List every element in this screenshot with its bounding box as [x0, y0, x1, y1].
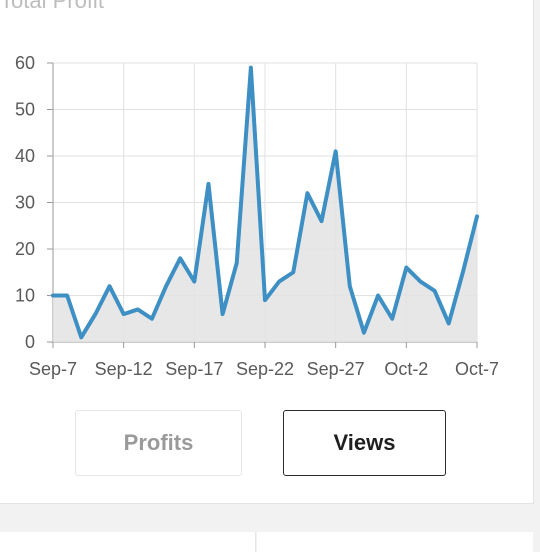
y-tick-label: 0: [25, 332, 35, 352]
y-tick-label: 60: [15, 53, 35, 73]
data-point: [263, 298, 267, 302]
data-point: [65, 294, 69, 298]
data-point: [164, 284, 168, 288]
card-title: Total Profit: [0, 0, 104, 13]
data-point: [320, 219, 324, 223]
x-tick-label: Oct-7: [455, 359, 499, 379]
data-point: [334, 149, 338, 153]
y-tick-label: 30: [15, 193, 35, 213]
data-point: [51, 294, 55, 298]
bottom-card-right: [257, 532, 533, 552]
data-point: [404, 266, 408, 270]
data-point: [461, 270, 465, 274]
data-point: [376, 294, 380, 298]
data-point: [418, 280, 422, 284]
data-point: [277, 280, 281, 284]
data-point: [390, 317, 394, 321]
y-tick-label: 50: [15, 100, 35, 120]
data-point: [192, 280, 196, 284]
data-point: [178, 256, 182, 260]
bottom-card-left: [0, 532, 256, 552]
data-point: [122, 312, 126, 316]
profits-button[interactable]: Profits: [75, 410, 242, 476]
x-tick-label: Oct-2: [384, 359, 428, 379]
x-tick-label: Sep-22: [236, 359, 294, 379]
data-point: [447, 321, 451, 325]
data-point: [362, 331, 366, 335]
data-point: [291, 270, 295, 274]
series-line: [51, 65, 479, 340]
data-point: [305, 191, 309, 195]
x-tick-label: Sep-17: [165, 359, 223, 379]
data-point: [136, 307, 140, 311]
data-point: [235, 261, 239, 265]
data-point: [221, 312, 225, 316]
y-tick-label: 20: [15, 239, 35, 259]
data-point: [93, 312, 97, 316]
x-tick-label: Sep-12: [95, 359, 153, 379]
data-point: [150, 317, 154, 321]
y-tick-label: 40: [15, 146, 35, 166]
chart-card: Total Profit 0 10 20 30 40 50 60 Sep-7 Sep-12 Sep…: [0, 0, 534, 504]
data-point: [206, 182, 210, 186]
x-tick-label: Sep-27: [307, 359, 365, 379]
y-tick-label: 10: [15, 286, 35, 306]
data-point: [108, 284, 112, 288]
data-point: [348, 284, 352, 288]
x-tick-label: Sep-7: [29, 359, 77, 379]
views-chart: 0 10 20 30 40 50 60 Sep-7 Sep-12 Sep-17 Sep-22 Sep-…: [15, 53, 499, 379]
views-button[interactable]: Views: [283, 410, 446, 476]
data-point: [79, 335, 83, 339]
data-point: [433, 289, 437, 293]
data-point: [475, 214, 479, 218]
data-point: [249, 66, 253, 70]
